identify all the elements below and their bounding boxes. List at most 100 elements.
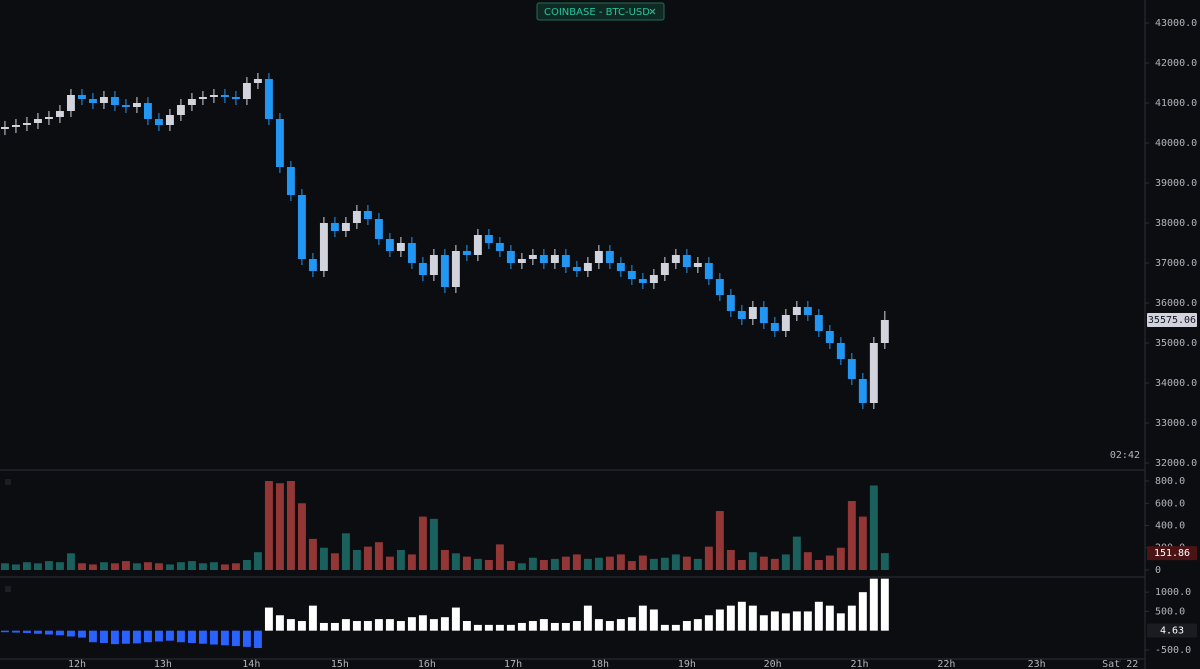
histogram-bar [242, 630, 251, 647]
volume-bar [792, 536, 801, 570]
volume-bar [231, 563, 240, 570]
histogram-bar [528, 621, 537, 631]
candle-body [704, 263, 713, 279]
volume-bar [374, 542, 383, 570]
candle-body [528, 255, 537, 259]
volume-bar [275, 483, 284, 570]
histogram-bar [737, 601, 746, 631]
histogram-bar [792, 611, 801, 631]
histogram-bar [231, 630, 240, 647]
y-tick-label: 500.0 [1155, 606, 1185, 617]
y-tick-label: 1000.0 [1155, 587, 1191, 598]
histogram-bar [484, 624, 493, 631]
candle-body [770, 323, 779, 331]
volume-bar [880, 553, 889, 570]
candle-body [561, 255, 570, 267]
volume-bar [429, 518, 438, 570]
candle-body [792, 307, 801, 315]
candle-body [88, 99, 97, 103]
volume-bar [638, 555, 647, 570]
candle-body [11, 125, 20, 127]
close-icon[interactable] [649, 8, 656, 15]
histogram-bar [506, 624, 515, 631]
volume-bar [187, 561, 196, 570]
histogram-bar [319, 622, 328, 631]
histogram-bar [495, 624, 504, 631]
histogram-bar [66, 630, 75, 637]
histogram-bar [88, 630, 97, 643]
histogram-bar [275, 615, 284, 631]
symbol-badge[interactable] [536, 2, 665, 21]
x-tick-label: Sat 22 [1102, 659, 1138, 669]
volume-bar [759, 556, 768, 570]
x-tick-label: 18h [591, 659, 609, 669]
volume-bar [198, 563, 207, 570]
candle-body [418, 263, 427, 275]
last-value-label: 4.63 [1160, 625, 1184, 636]
candle-body [825, 331, 834, 343]
x-tick-label: 17h [504, 659, 522, 669]
volume-bar [242, 559, 251, 570]
symbol-title: COINBASE - BTC-USD [544, 7, 650, 18]
histogram-bar [418, 615, 427, 631]
candle-body [176, 105, 185, 115]
candle-body [396, 243, 405, 251]
candle-body [132, 103, 141, 107]
y-tick-label: 40000.0 [1155, 138, 1197, 149]
volume-bar [352, 549, 361, 570]
histogram-bar [715, 609, 724, 631]
histogram-bar [110, 630, 119, 645]
volume-bar [847, 501, 856, 570]
y-tick-label: 38000.0 [1155, 218, 1197, 229]
volume-bar [286, 481, 295, 570]
histogram-bar [429, 619, 438, 631]
candle-body [99, 97, 108, 103]
volume-bar [11, 564, 20, 570]
candle-body [616, 263, 625, 271]
candle-body [869, 343, 878, 403]
candle-body [0, 127, 9, 129]
volume-bar [649, 558, 658, 570]
bar-countdown: 02:42 [1110, 450, 1140, 461]
candle-body [363, 211, 372, 219]
volume-bar [143, 562, 152, 570]
candle-body [286, 167, 295, 195]
volume-bar [407, 554, 416, 570]
volume-bar [737, 559, 746, 570]
candle-body [242, 83, 251, 99]
pane-collapse[interactable] [5, 586, 11, 592]
volume-bar [770, 558, 779, 570]
candle-body [198, 97, 207, 99]
volume-bar [550, 558, 559, 570]
histogram-bar [858, 592, 867, 631]
candle-body [858, 379, 867, 403]
histogram-bar [44, 630, 53, 635]
volume-bar [176, 562, 185, 570]
y-tick-label: 35000.0 [1155, 338, 1197, 349]
volume-bar [209, 562, 218, 570]
volume-bar [297, 503, 306, 570]
histogram-bar [121, 630, 130, 644]
volume-bar [484, 559, 493, 570]
histogram-bar [682, 621, 691, 631]
histogram-bar [341, 619, 350, 631]
histogram-bar [517, 622, 526, 631]
y-tick-label: 600.0 [1155, 498, 1185, 509]
candle-body [220, 95, 229, 97]
candle-body [495, 243, 504, 251]
y-tick-label: -500.0 [1155, 645, 1191, 656]
histogram-bar [286, 619, 295, 631]
candle-body [484, 235, 493, 243]
pane-collapse[interactable] [5, 479, 11, 485]
histogram-bar [363, 621, 372, 631]
candle-body [572, 267, 581, 271]
volume-bar [869, 485, 878, 570]
candle-body [33, 119, 42, 123]
volume-bar [748, 552, 757, 570]
histogram-bar [143, 630, 152, 643]
volume-bar [44, 561, 53, 570]
histogram-bar [396, 621, 405, 631]
histogram-bar [165, 630, 174, 641]
volume-bar [308, 538, 317, 570]
